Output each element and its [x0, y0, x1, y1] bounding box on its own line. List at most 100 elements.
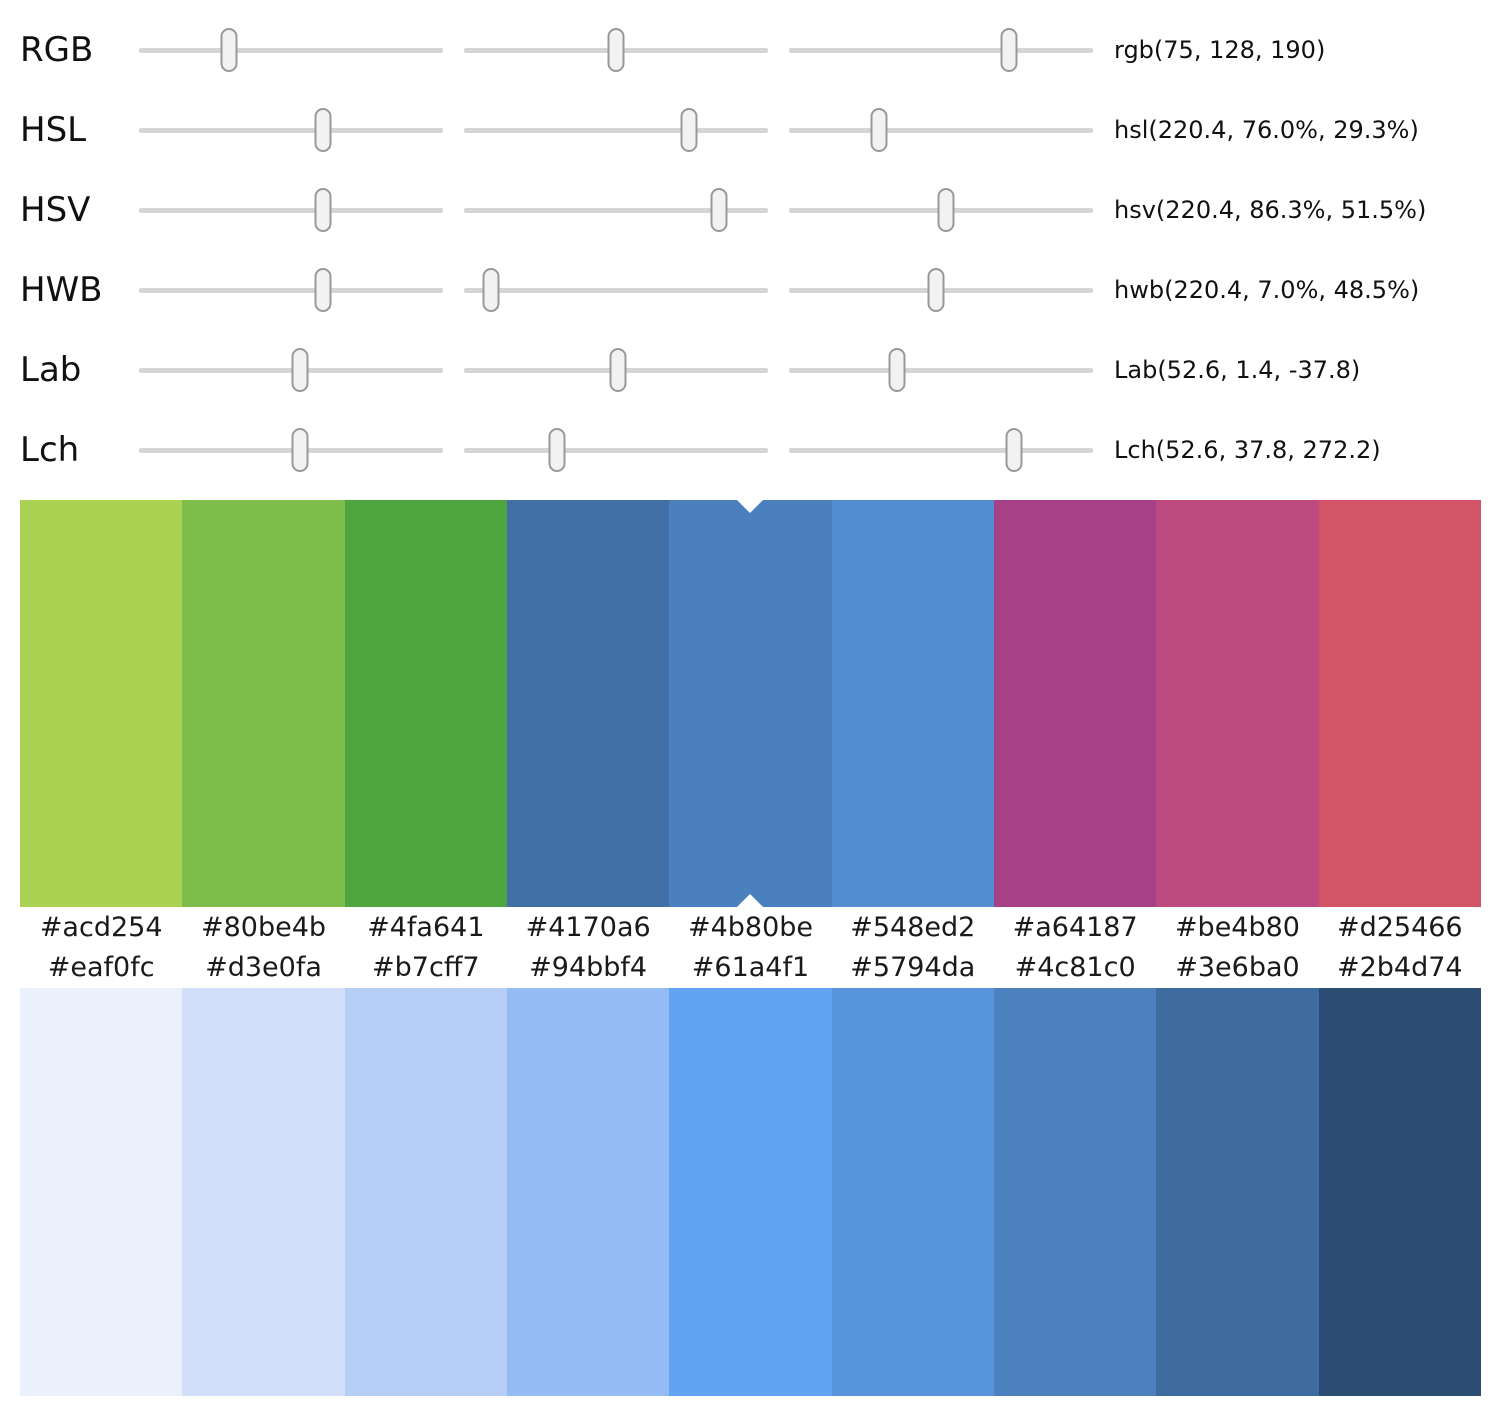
palette-swatch[interactable]	[1318, 988, 1481, 1396]
swatch-hex-label: #3e6ba0	[1175, 952, 1300, 983]
color-value-text: hwb(220.4, 7.0%, 48.5%)	[1114, 276, 1420, 304]
slider-channel-3[interactable]	[789, 345, 1093, 395]
palette-swatch[interactable]	[1156, 988, 1319, 1396]
slider-track[interactable]	[139, 447, 443, 453]
palette-swatch[interactable]	[669, 500, 832, 907]
color-model-label: HSV	[20, 190, 91, 230]
slider-channel-1[interactable]	[139, 345, 443, 395]
slider-track[interactable]	[464, 127, 768, 133]
slider-thumb[interactable]	[609, 348, 627, 392]
swatch-hex-label: #94bbf4	[529, 952, 648, 983]
slider-thumb[interactable]	[291, 428, 309, 472]
palette-swatch[interactable]	[182, 988, 345, 1396]
slider-channel-3[interactable]	[789, 25, 1093, 75]
slider-channel-2[interactable]	[464, 185, 768, 235]
swatch-hex-label: #a64187	[1012, 911, 1138, 943]
slider-thumb[interactable]	[937, 188, 955, 232]
slider-track[interactable]	[464, 447, 768, 453]
color-value-text: hsv(220.4, 86.3%, 51.5%)	[1114, 196, 1427, 224]
slider-track[interactable]	[789, 47, 1093, 53]
slider-thumb[interactable]	[314, 268, 332, 312]
color-model-label: HSL	[20, 110, 87, 150]
slider-track[interactable]	[139, 47, 443, 53]
palette-swatch[interactable]	[506, 500, 670, 907]
swatch-hex-label: #61a4f1	[691, 952, 810, 983]
slider-channel-2[interactable]	[464, 425, 768, 475]
palette-swatch[interactable]	[831, 500, 994, 907]
slider-channel-1[interactable]	[139, 425, 443, 475]
slider-thumb[interactable]	[1005, 428, 1023, 472]
palette-swatch[interactable]	[506, 988, 670, 1396]
slider-channel-1[interactable]	[139, 265, 443, 315]
slider-channel-3[interactable]	[789, 425, 1093, 475]
palette-swatch[interactable]	[1318, 500, 1481, 907]
color-model-label: HWB	[20, 270, 103, 310]
slider-row-hsl: HSL hsl(220.4, 76.0%, 29.3%)	[20, 90, 1501, 170]
slider-thumb[interactable]	[680, 108, 698, 152]
slider-channel-3[interactable]	[789, 265, 1093, 315]
slider-thumb[interactable]	[291, 348, 309, 392]
color-model-label: RGB	[20, 30, 94, 70]
palette-swatch[interactable]	[344, 500, 507, 907]
slider-channel-3[interactable]	[789, 105, 1093, 155]
swatch-hex-label: #80be4b	[200, 911, 327, 943]
slider-track[interactable]	[789, 127, 1093, 133]
slider-track[interactable]	[139, 367, 443, 373]
palette-swatch[interactable]	[993, 988, 1157, 1396]
slider-channel-2[interactable]	[464, 265, 768, 315]
slider-row-lab: Lab Lab(52.6, 1.4, -37.8)	[20, 330, 1501, 410]
swatch-hex-label: #4170a6	[525, 911, 651, 943]
slider-thumb[interactable]	[548, 428, 566, 472]
slider-channel-1[interactable]	[139, 25, 443, 75]
swatch-hex-label: #4b80be	[687, 911, 813, 943]
color-value-text: Lch(52.6, 37.8, 272.2)	[1114, 436, 1381, 464]
slider-channel-1[interactable]	[139, 185, 443, 235]
palette-swatch[interactable]	[20, 988, 183, 1396]
slider-track[interactable]	[139, 127, 443, 133]
color-value-text: hsl(220.4, 76.0%, 29.3%)	[1114, 116, 1419, 144]
selected-swatch-marker-bottom	[737, 894, 764, 907]
swatch-hex-label: #2b4d74	[1336, 952, 1463, 983]
slider-thumb[interactable]	[314, 108, 332, 152]
slider-track[interactable]	[789, 367, 1093, 373]
swatch-hex-label: #acd254	[39, 911, 163, 943]
palette-swatch[interactable]	[831, 988, 994, 1396]
swatch-hex-label: #d3e0fa	[205, 952, 322, 983]
swatch-hex-label: #4c81c0	[1014, 952, 1136, 983]
palette-swatch[interactable]	[1156, 500, 1319, 907]
palette-swatch[interactable]	[993, 500, 1157, 907]
slider-row-hsv: HSV hsv(220.4, 86.3%, 51.5%)	[20, 170, 1501, 250]
slider-channel-2[interactable]	[464, 345, 768, 395]
slider-thumb[interactable]	[607, 28, 625, 72]
palette-swatch[interactable]	[20, 500, 183, 907]
slider-row-lch: Lch Lch(52.6, 37.8, 272.2)	[20, 410, 1501, 490]
slider-thumb[interactable]	[888, 348, 906, 392]
tint-shade-palette	[20, 988, 1481, 1396]
palette-swatch[interactable]	[182, 500, 345, 907]
scale-hex-labels: #acd254 #80be4b #4fa641 #4170a6 #4b80be #548e…	[20, 907, 1481, 947]
slider-channel-2[interactable]	[464, 105, 768, 155]
color-value-text: rgb(75, 128, 190)	[1114, 36, 1326, 64]
slider-thumb[interactable]	[870, 108, 888, 152]
slider-thumb[interactable]	[1000, 28, 1018, 72]
slider-track[interactable]	[139, 207, 443, 213]
slider-thumb[interactable]	[314, 188, 332, 232]
slider-track[interactable]	[464, 287, 768, 293]
selected-swatch-marker-top	[737, 500, 764, 513]
slider-thumb[interactable]	[710, 188, 728, 232]
slider-channel-3[interactable]	[789, 185, 1093, 235]
slider-channel-2[interactable]	[464, 25, 768, 75]
slider-track[interactable]	[464, 207, 768, 213]
slider-thumb[interactable]	[220, 28, 238, 72]
slider-thumb[interactable]	[482, 268, 500, 312]
slider-track[interactable]	[139, 287, 443, 293]
slider-track[interactable]	[789, 447, 1093, 453]
color-scale-palette	[20, 500, 1481, 907]
swatch-hex-label: #eaf0fc	[47, 952, 155, 983]
slider-channel-1[interactable]	[139, 105, 443, 155]
palette-swatch[interactable]	[669, 988, 832, 1396]
palette-swatch[interactable]	[344, 988, 507, 1396]
slider-thumb[interactable]	[927, 268, 945, 312]
swatch-hex-label: #4fa641	[367, 911, 485, 943]
